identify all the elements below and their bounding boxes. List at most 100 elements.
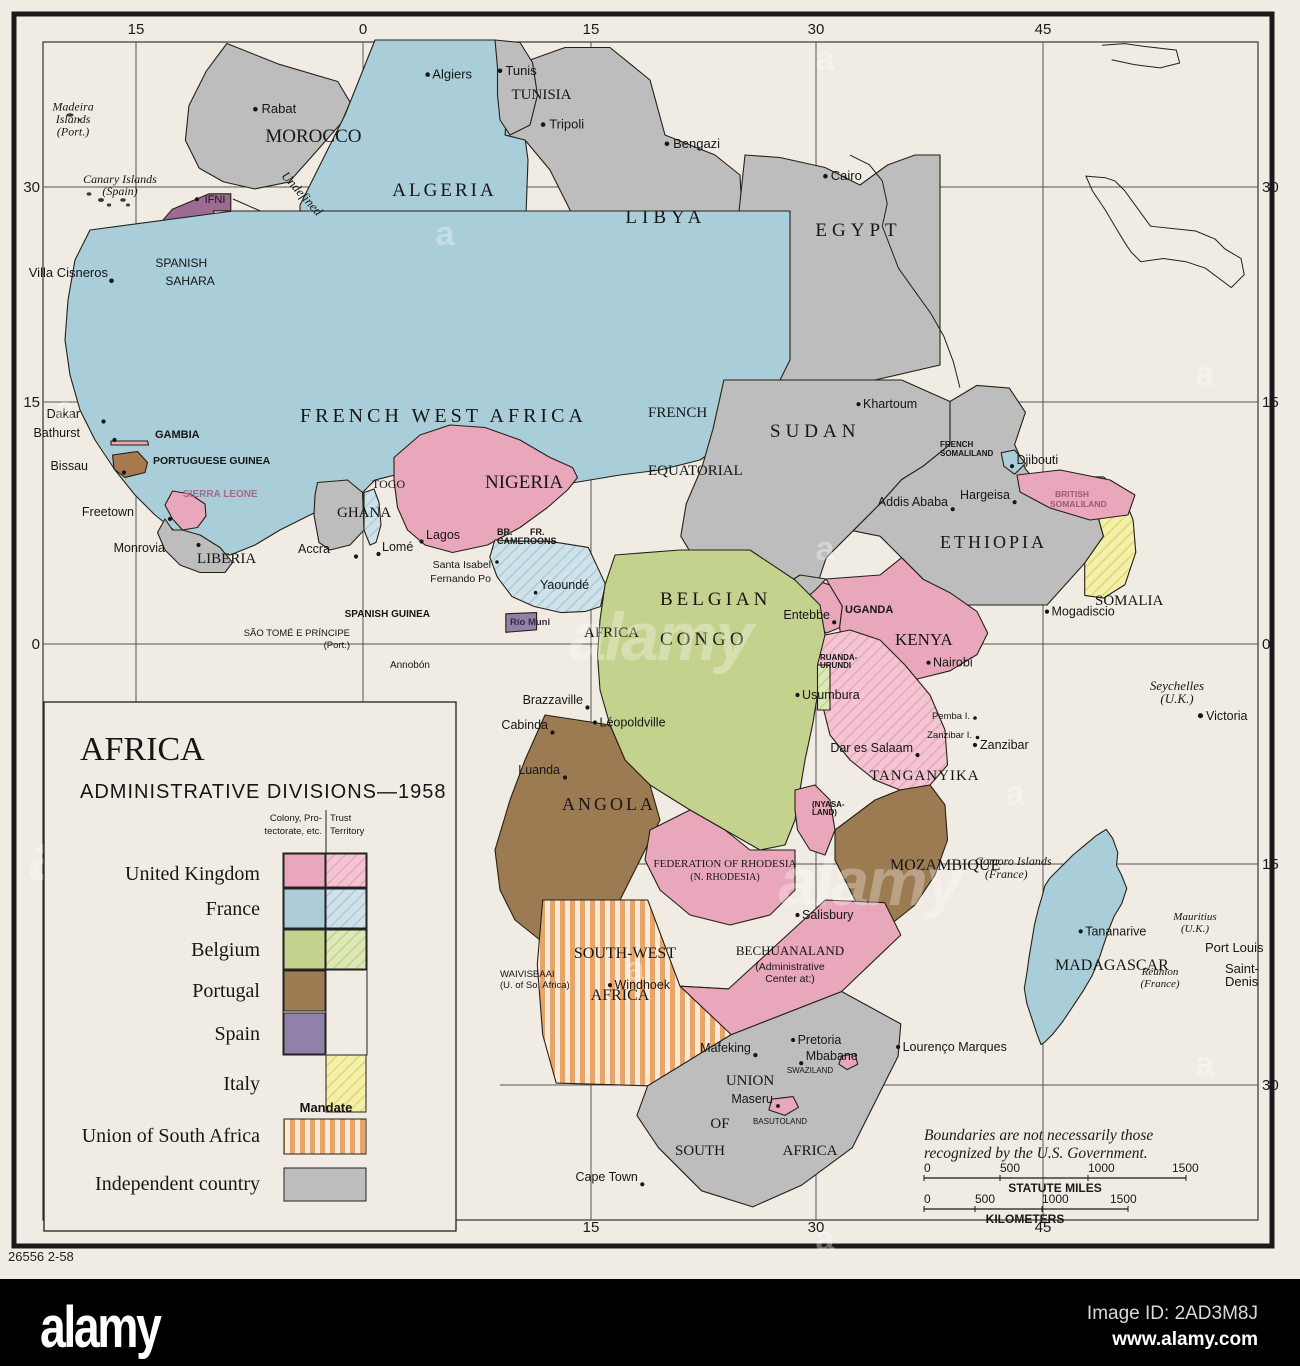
svg-text:SPANISH GUINEA: SPANISH GUINEA [345,609,430,620]
svg-text:LIBYA: LIBYA [625,207,706,228]
svg-text:SOMALIA: SOMALIA [1095,593,1164,609]
svg-text:Colony, Pro-: Colony, Pro- [270,813,322,824]
svg-text:KILOMETERS: KILOMETERS [986,1212,1065,1226]
svg-text:Cabinda: Cabinda [501,718,548,732]
svg-text:BRITISH: BRITISH [1055,489,1089,499]
svg-text:ETHIOPIA: ETHIOPIA [940,532,1047,552]
svg-text:Tunis: Tunis [505,63,537,78]
svg-text:a: a [1196,1045,1216,1083]
svg-text:Fernando Po: Fernando Po [430,573,491,585]
svg-text:NIGERIA: NIGERIA [485,472,563,493]
svg-text:0: 0 [924,1161,931,1175]
svg-text:a: a [816,530,836,568]
svg-text:GHANA: GHANA [337,505,391,521]
svg-text:EGYPT: EGYPT [815,220,901,241]
svg-text:1500: 1500 [1172,1161,1199,1175]
svg-text:15: 15 [1262,856,1279,873]
svg-text:Dar es Salaam: Dar es Salaam [830,741,913,755]
svg-text:Mandate: Mandate [300,1100,353,1115]
svg-text:Rabat: Rabat [262,101,297,116]
svg-text:Bathurst: Bathurst [33,426,80,440]
svg-text:1000: 1000 [1088,1161,1115,1175]
svg-text:Mafeking: Mafeking [700,1041,751,1055]
svg-text:(Spain): (Spain) [102,184,137,198]
svg-text:30: 30 [1262,1077,1279,1094]
svg-text:WAIVISBAAI: WAIVISBAAI [500,969,555,980]
svg-text:a: a [56,390,76,428]
svg-text:Zanzibar I.: Zanzibar I. [927,730,972,741]
svg-text:Annobón: Annobón [390,660,430,671]
svg-text:a: a [1196,355,1216,393]
svg-text:(Administrative: (Administrative [755,961,825,973]
svg-text:EQUATORIAL: EQUATORIAL [648,463,743,479]
svg-text:15: 15 [1262,394,1279,411]
svg-text:Port Louis: Port Louis [1205,940,1264,955]
svg-text:TANGANYIKA: TANGANYIKA [870,768,980,784]
svg-text:SUDAN: SUDAN [770,421,860,442]
svg-text:Léopoldville: Léopoldville [600,716,666,730]
svg-text:(Port.): (Port.) [324,640,350,651]
svg-text:OF: OF [710,1116,729,1132]
svg-text:alamy: alamy [569,599,757,675]
svg-text:Boundaries are not necessarily: Boundaries are not necessarily those [924,1127,1153,1144]
svg-text:(U. of So. Africa): (U. of So. Africa) [500,980,570,991]
svg-text:Mbabane: Mbabane [806,1049,858,1063]
svg-text:Villa Cisneros: Villa Cisneros [29,265,109,280]
svg-text:Union of South Africa: Union of South Africa [82,1125,260,1147]
svg-text:Addis Ababa: Addis Ababa [878,495,948,509]
svg-text:ANGOLA: ANGOLA [562,794,656,814]
svg-text:Réunion: Réunion [1141,966,1179,978]
svg-text:Nairobi: Nairobi [933,656,973,670]
svg-text:alamy: alamy [40,1295,162,1360]
svg-text:Bissau: Bissau [50,459,88,473]
svg-text:15: 15 [23,394,40,411]
svg-text:Santa Isabel: Santa Isabel [433,559,491,571]
svg-text:Pemba I.: Pemba I. [932,711,970,722]
svg-text:FRENCH: FRENCH [940,440,974,449]
svg-text:26556 2-58: 26556 2-58 [8,1249,74,1264]
svg-text:Khartoum: Khartoum [863,397,917,411]
svg-text:Cairo: Cairo [831,168,862,183]
svg-text:a: a [816,1220,836,1258]
svg-text:15: 15 [583,21,600,38]
svg-text:Denis: Denis [1225,974,1259,989]
svg-text:URUNDI: URUNDI [820,661,851,670]
svg-text:FRENCH: FRENCH [648,405,707,421]
svg-text:Freetown: Freetown [82,505,134,519]
svg-text:AFRICA: AFRICA [782,1143,837,1159]
svg-text:LAND): LAND) [812,808,837,817]
svg-text:UNION: UNION [726,1073,774,1089]
svg-text:500: 500 [975,1192,995,1206]
svg-text:Entebbe: Entebbe [783,608,830,622]
svg-text:TOGO: TOGO [372,477,405,491]
svg-text:a: a [626,950,646,988]
svg-text:SWAZILAND: SWAZILAND [787,1066,834,1075]
svg-text:(N. RHODESIA): (N. RHODESIA) [690,872,759,883]
svg-text:(France): (France) [985,867,1028,881]
svg-text:United Kingdom: United Kingdom [125,863,260,885]
svg-text:Center at:): Center at:) [765,973,815,985]
svg-text:0: 0 [359,21,367,38]
svg-text:SPANISH: SPANISH [155,256,207,270]
svg-text:BECHUANALAND: BECHUANALAND [736,943,844,958]
svg-text:Italy: Italy [223,1073,260,1095]
svg-text:FRENCH WEST AFRICA: FRENCH WEST AFRICA [300,405,587,427]
svg-text:Pretoria: Pretoria [798,1033,842,1047]
svg-text:30: 30 [23,179,40,196]
svg-text:AFRICA: AFRICA [591,987,650,1004]
svg-text:30: 30 [808,21,825,38]
svg-text:45: 45 [1035,21,1052,38]
svg-text:SÃO TOMÉ E PRÍNCIPE: SÃO TOMÉ E PRÍNCIPE [244,628,350,639]
svg-text:Río Muni: Río Muni [510,617,550,628]
svg-text:Bengazi: Bengazi [673,136,720,151]
svg-text:Image ID: 2AD3M8J: Image ID: 2AD3M8J [1087,1303,1258,1324]
svg-text:GAMBIA: GAMBIA [155,429,200,441]
svg-text:Tripoli: Tripoli [549,117,584,132]
svg-text:Independent country: Independent country [95,1173,260,1195]
svg-text:SIERRA LEONE: SIERRA LEONE [183,489,258,500]
svg-text:Maseru: Maseru [731,1092,773,1106]
svg-text:Comoro Islands: Comoro Islands [975,854,1052,868]
svg-text:30: 30 [1262,179,1279,196]
svg-text:recognized by the U.S. Governm: recognized by the U.S. Government. [924,1145,1148,1162]
svg-text:Trust: Trust [330,813,352,824]
